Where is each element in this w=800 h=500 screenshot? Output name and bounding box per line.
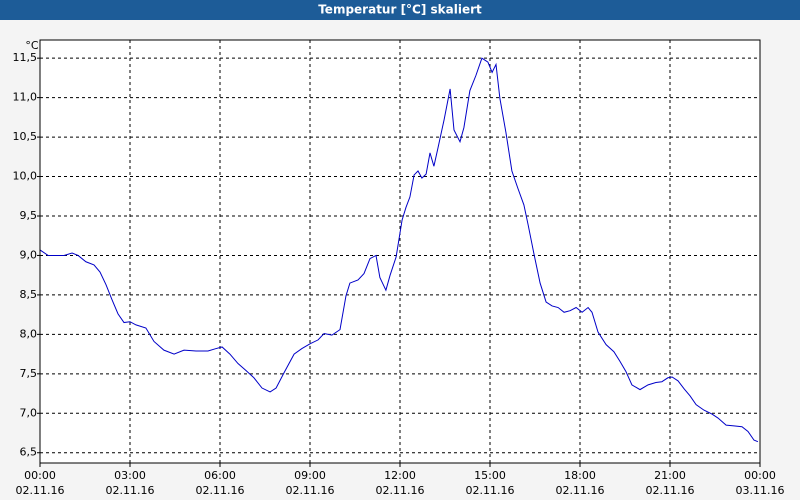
x-tick-label: 03:00 bbox=[114, 469, 146, 482]
x-tick-label: 00:00 bbox=[24, 469, 56, 482]
y-tick-label: 11,5 bbox=[13, 51, 38, 64]
x-tick-label: 06:00 bbox=[204, 469, 236, 482]
x-tick-label: 15:00 bbox=[474, 469, 506, 482]
x-tick-label: 12:00 bbox=[384, 469, 416, 482]
x-tick-date: 02.11.16 bbox=[556, 484, 605, 497]
y-tick-label: 7,0 bbox=[20, 406, 38, 419]
y-unit: °C bbox=[25, 39, 39, 52]
y-tick-label: 10,0 bbox=[13, 170, 38, 183]
x-tick-date: 02.11.16 bbox=[16, 484, 65, 497]
y-tick-label: 9,0 bbox=[20, 248, 38, 261]
x-tick-label: 18:00 bbox=[564, 469, 596, 482]
x-tick-date: 02.11.16 bbox=[466, 484, 515, 497]
temperature-line bbox=[39, 57, 759, 443]
y-tick-label: 8,0 bbox=[20, 327, 38, 340]
y-tick-label: 6,5 bbox=[20, 446, 38, 459]
x-tick-date: 02.11.16 bbox=[376, 484, 425, 497]
x-tick-date: 02.11.16 bbox=[646, 484, 695, 497]
y-tick-label: 10,5 bbox=[13, 130, 38, 143]
y-tick-label: 11,0 bbox=[13, 91, 38, 104]
chart-title: Temperatur [°C] skaliert bbox=[318, 3, 482, 17]
y-tick-label: 8,5 bbox=[20, 288, 38, 301]
y-tick-label: 7,5 bbox=[20, 367, 38, 380]
x-tick-date: 02.11.16 bbox=[286, 484, 335, 497]
plot-border bbox=[39, 39, 761, 464]
x-tick-date: 02.11.16 bbox=[196, 484, 245, 497]
title-bar bbox=[0, 0, 800, 20]
x-tick-label: 00:00 bbox=[744, 469, 776, 482]
x-tick-date: 03.11.16 bbox=[736, 484, 785, 497]
x-tick-date: 02.11.16 bbox=[106, 484, 155, 497]
y-tick-label: 9,5 bbox=[20, 209, 38, 222]
x-tick-label: 09:00 bbox=[294, 469, 326, 482]
x-tick-label: 21:00 bbox=[654, 469, 686, 482]
